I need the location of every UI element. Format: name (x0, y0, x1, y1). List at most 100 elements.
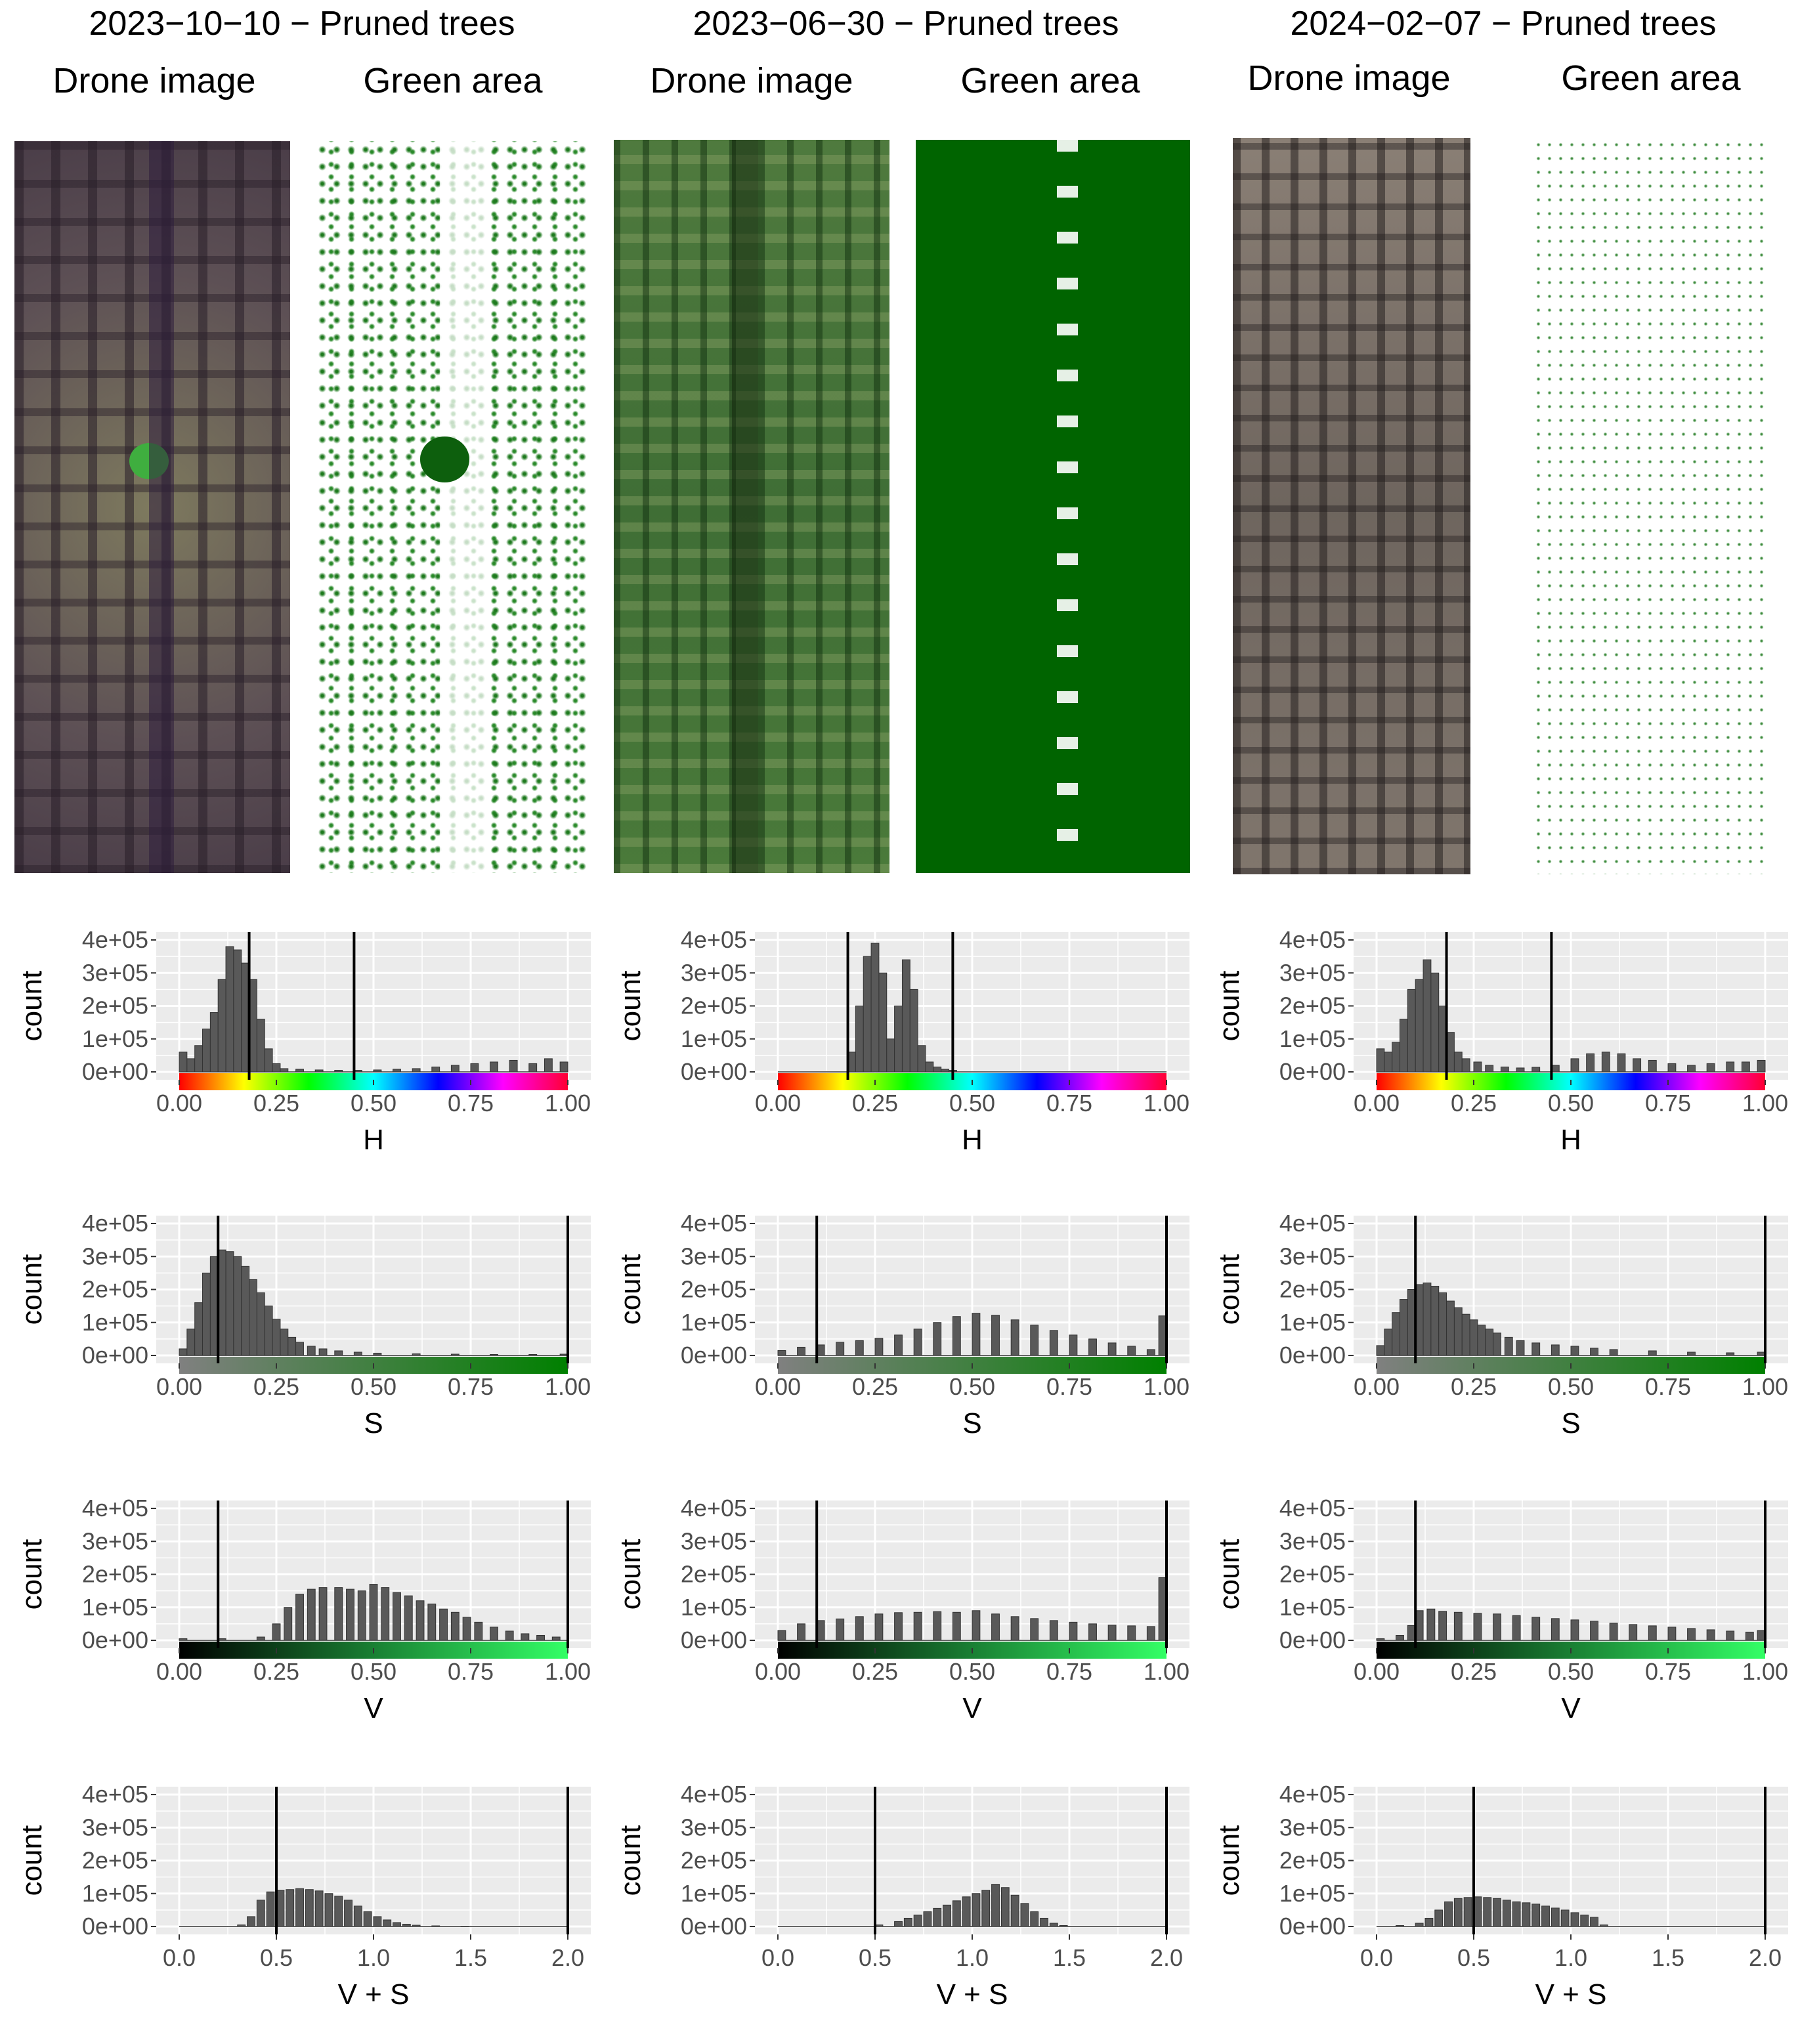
y-tick-label: 2e+05 (1279, 1276, 1346, 1303)
x-tick-label: 0.75 (1046, 1658, 1092, 1685)
x-tick-label: 0.0 (761, 1944, 794, 1971)
drone-image-2023-10-10 (14, 141, 290, 873)
y-axis-label: count (614, 1539, 647, 1610)
histogram-bar (1599, 1924, 1608, 1927)
histogram-bar (1493, 1898, 1501, 1927)
histogram-bar (1706, 1063, 1715, 1073)
histogram-bar (490, 1061, 498, 1073)
histogram-panel-s-col1: 0e+00 1e+05 2e+05 3e+05 4e+05 0.00 0.25 0.50 0.7… (16, 1210, 591, 1439)
x-axis-label: S (364, 1407, 383, 1439)
histogram-bar (1376, 1345, 1385, 1356)
vertical-track-stripe (732, 140, 758, 873)
histogram-bar (256, 1292, 265, 1356)
histogram-bar (1415, 1923, 1424, 1927)
histogram-bar (1560, 1909, 1570, 1927)
histogram-bar (1726, 1630, 1735, 1641)
histogram-bar (357, 1590, 366, 1641)
x-tick-label: 0.75 (1645, 1373, 1691, 1400)
x-tick-label: 1.5 (1053, 1944, 1086, 1971)
histogram-bar (874, 1613, 884, 1641)
histogram-bar (295, 1594, 304, 1641)
histogram-panel-v-col1: 0e+00 1e+05 2e+05 3e+05 4e+05 0.00 0.25 0.50 0.7… (16, 1495, 591, 1724)
histogram-bar (886, 1038, 895, 1073)
y-tick-label: 3e+05 (681, 959, 747, 986)
histogram-bar (249, 1279, 257, 1356)
histogram-bar (1107, 1625, 1117, 1641)
histogram-bar (474, 1621, 483, 1641)
histogram-bar (1461, 1313, 1470, 1356)
histogram-bar (247, 1916, 255, 1927)
histogram-bar (1485, 1065, 1494, 1073)
x-tick-label: 2.0 (1150, 1944, 1183, 1971)
histogram-bar (952, 1900, 961, 1927)
x-tick-label: 0.50 (351, 1658, 396, 1685)
histogram-bar (1400, 1019, 1408, 1073)
y-axis-label: count (614, 971, 647, 1042)
histogram-bar (225, 1251, 234, 1356)
y-tick-label: 4e+05 (1279, 1210, 1346, 1237)
y-axis-label: count (1213, 971, 1245, 1042)
histogram-bar (1438, 1292, 1447, 1356)
y-tick-label: 1e+05 (82, 1025, 148, 1052)
histogram-bar (962, 1896, 971, 1927)
histogram-bar (1453, 1898, 1463, 1927)
histogram-bar (777, 1350, 786, 1356)
histogram-bar (528, 1353, 538, 1356)
histogram-bar (855, 1616, 864, 1641)
y-tick-label: 1e+05 (1279, 1880, 1346, 1907)
y-tick-label: 2e+05 (82, 1276, 148, 1303)
x-tick-label: 0.5 (260, 1944, 293, 1971)
histogram-bar (1601, 1052, 1610, 1073)
histogram-bar (314, 1069, 324, 1073)
x-tick-label: 0.5 (859, 1944, 891, 1971)
histogram-bar (412, 1353, 421, 1356)
x-axis-label: V + S (937, 1978, 1008, 2011)
x-tick-label: 0.00 (1354, 1658, 1400, 1685)
x-tick-label: 0.00 (1354, 1090, 1400, 1117)
histogram-bar (393, 1069, 401, 1073)
y-tick-label: 3e+05 (1279, 1243, 1346, 1269)
histogram-bar (1477, 1325, 1486, 1356)
histogram-bar (1706, 1629, 1715, 1641)
histogram-bar (1127, 1625, 1136, 1641)
histogram-bar (941, 1069, 949, 1073)
y-axis-label: count (1213, 1539, 1245, 1610)
histogram-bar (870, 943, 880, 1073)
histogram-bar (536, 1634, 545, 1641)
y-tick-label: 0e+00 (82, 1913, 148, 1940)
histogram-bar (1617, 1053, 1626, 1073)
histogram-bar (1010, 1894, 1019, 1927)
histogram-bar (943, 1904, 951, 1927)
y-tick-label: 4e+05 (82, 1781, 148, 1808)
y-tick-label: 2e+05 (1279, 1847, 1346, 1874)
histogram-bar (1010, 1319, 1019, 1356)
histogram-bar (903, 1917, 912, 1927)
histogram-bar (318, 1587, 328, 1641)
histogram-bar (1570, 1912, 1579, 1927)
y-tick-label: 1e+05 (681, 1594, 747, 1621)
histogram-bar (528, 1063, 538, 1073)
histogram-bar (470, 1063, 479, 1073)
histogram-bar (925, 1061, 934, 1073)
histogram-bar (505, 1630, 514, 1641)
histogram-bar (991, 1884, 1000, 1927)
histogram-bar (237, 1924, 246, 1927)
y-tick-label: 4e+05 (681, 1210, 747, 1237)
y-axis-label: count (614, 1825, 647, 1896)
x-tick-label: 0.25 (852, 1373, 898, 1400)
y-tick-label: 4e+05 (82, 926, 148, 953)
histogram-bar (202, 1272, 211, 1356)
histogram-bar (1453, 1611, 1463, 1641)
y-tick-label: 0e+00 (82, 1058, 148, 1085)
x-tick-label: 0.75 (1645, 1658, 1691, 1685)
y-axis-label: count (614, 1254, 647, 1325)
histogram-bar (450, 1353, 460, 1356)
x-axis-label: S (1561, 1407, 1580, 1439)
vertical-track-stripe (149, 141, 174, 873)
histogram-bar (952, 1316, 961, 1356)
histogram-bar (1069, 1334, 1078, 1356)
x-axis-label: V (364, 1692, 383, 1724)
histogram-bar (551, 1636, 561, 1641)
x-tick-label: 0.00 (755, 1658, 801, 1685)
y-tick-label: 0e+00 (1279, 1913, 1346, 1940)
